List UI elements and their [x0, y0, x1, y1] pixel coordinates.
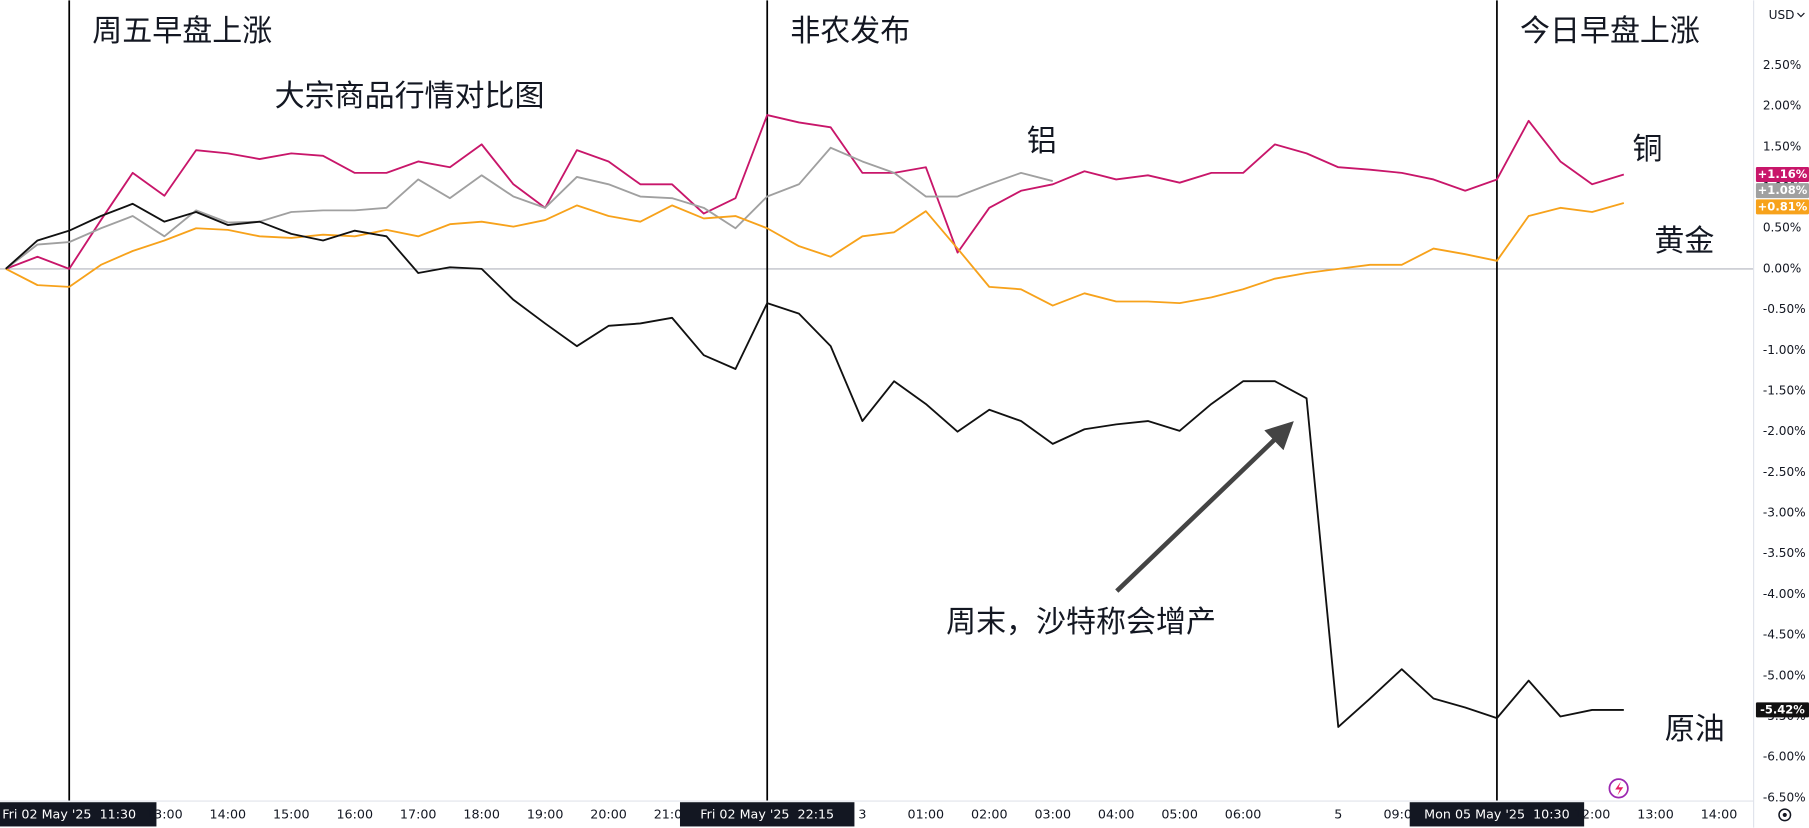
currency[interactable]: USD — [1769, 8, 1795, 22]
last-value-label: +1.16% — [1758, 167, 1808, 181]
x-tick-label: 14:00 — [1701, 806, 1738, 821]
y-tick-label: 2.00% — [1763, 99, 1801, 113]
plot-area — [0, 0, 1754, 802]
series-label: 原油 — [1665, 712, 1725, 747]
x-tick-label: 19:00 — [527, 806, 564, 821]
x-tick-label: 5 — [1334, 806, 1342, 821]
y-tick-label: -2.50% — [1763, 465, 1806, 479]
last-value-label: +0.81% — [1758, 199, 1808, 213]
y-tick-label: -4.50% — [1763, 628, 1806, 642]
replay-icon-bolt[interactable] — [1615, 781, 1624, 796]
series-line — [5, 146, 1053, 270]
x-tick-label: Fri 02 May '25 22:15 — [700, 806, 834, 821]
replay-icon[interactable] — [1608, 778, 1629, 799]
chart-title: 大宗商品行情对比图 — [275, 79, 545, 114]
x-tick-label: 15:00 — [273, 806, 310, 821]
settings-icon-center[interactable] — [1782, 812, 1787, 817]
last-value-badge — [1755, 199, 1809, 215]
x-tick-label: 03:00 — [1034, 806, 1071, 821]
y-tick-label: 0.00% — [1763, 261, 1801, 275]
y-tick-label: -6.00% — [1763, 750, 1806, 764]
x-tick-label: 05:00 — [1161, 806, 1198, 821]
series-line — [5, 114, 1625, 270]
y-tick-label: -3.00% — [1763, 506, 1806, 520]
last-value-badge — [1755, 702, 1809, 718]
x-tick-highlight — [1409, 802, 1585, 827]
last-value-badge — [1755, 167, 1809, 183]
annotation-arrow — [1115, 421, 1294, 593]
x-tick-label: 14:00 — [210, 806, 247, 821]
x-tick-label: 3 — [858, 806, 866, 821]
x-tick-label: 13:00 — [1637, 806, 1674, 821]
x-tick-label: Fri 02 May '25 11:30 — [2, 806, 136, 821]
y-tick-label: -2.00% — [1763, 424, 1806, 438]
settings-icon[interactable] — [1778, 808, 1792, 822]
series-line — [5, 202, 1624, 728]
series-label: 铜 — [1632, 132, 1662, 167]
last-value-badge — [1755, 183, 1809, 199]
y-tick-label: 1.50% — [1763, 139, 1801, 153]
y-tick-label: -6.50% — [1763, 790, 1806, 804]
y-tick-label: -3.50% — [1763, 546, 1806, 560]
x-tick-highlight — [0, 802, 157, 827]
x-tick-label: 17:00 — [400, 806, 437, 821]
marker-label: 今日早盘上涨 — [1520, 14, 1700, 49]
y-tick-label: -0.50% — [1763, 302, 1806, 316]
series-label: 铝 — [1027, 124, 1057, 159]
marker-label: 非农发布 — [790, 14, 910, 49]
series-line — [5, 202, 1625, 307]
currency-chevron[interactable] — [1797, 12, 1805, 18]
x-tick-label: 06:00 — [1225, 806, 1262, 821]
last-value-label: -5.42% — [1760, 702, 1805, 716]
last-value-label: +1.08% — [1758, 183, 1808, 197]
x-tick-label: Mon 05 May '25 10:30 — [1424, 806, 1570, 821]
marker-label: 周五早盘上涨 — [92, 14, 272, 49]
x-tick-label: 16:00 — [336, 806, 373, 821]
series-label: 黄金 — [1654, 224, 1714, 259]
y-tick-label: 0.50% — [1763, 221, 1801, 235]
y-tick-label: 2.50% — [1763, 58, 1801, 72]
y-tick-label: -1.50% — [1763, 383, 1806, 397]
x-tick-label: 20:00 — [590, 806, 627, 821]
y-tick-label: -5.00% — [1763, 668, 1806, 682]
x-tick-label: 04:00 — [1098, 806, 1135, 821]
x-tick-label: 18:00 — [463, 806, 500, 821]
x-tick-highlight — [679, 802, 855, 827]
x-tick-label: 02:00 — [971, 806, 1008, 821]
x-tick-label: 13:00 — [146, 806, 183, 821]
y-tick-label: -1.00% — [1763, 343, 1806, 357]
annotation: 周末，沙特称会增产 — [946, 605, 1216, 640]
x-tick-label: 12:00 — [1574, 806, 1611, 821]
x-tick-label: 01:00 — [908, 806, 945, 821]
y-tick-label: -4.00% — [1763, 587, 1806, 601]
